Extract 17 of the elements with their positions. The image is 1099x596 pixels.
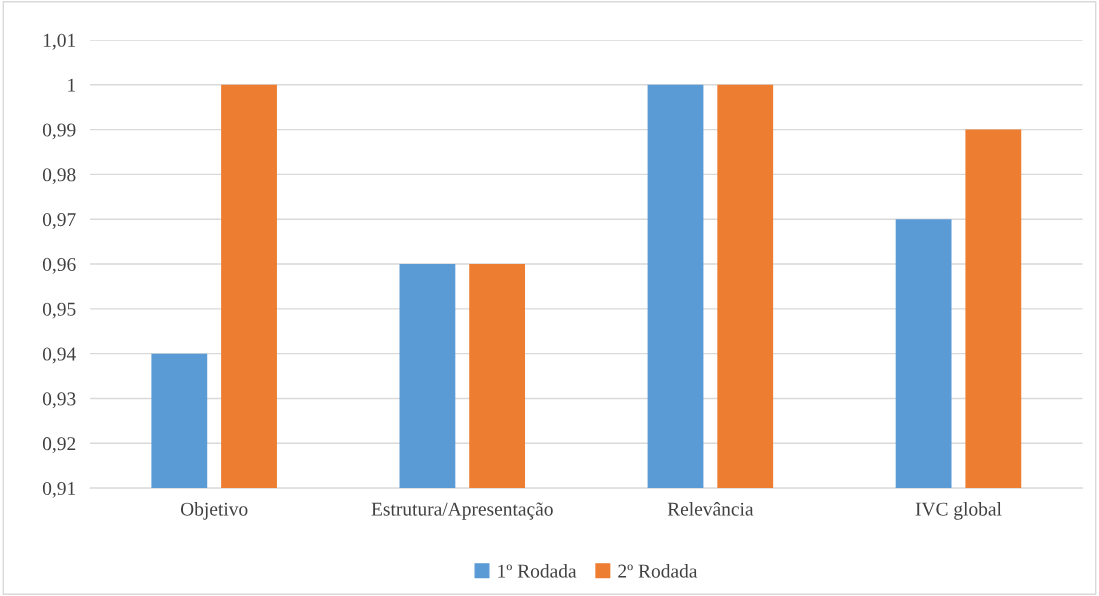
legend-label: 2º Rodada xyxy=(618,564,698,578)
y-tick-label: 0,93 xyxy=(42,392,76,409)
y-tick-label: 0,97 xyxy=(42,213,76,229)
y-tick-label: 0,92 xyxy=(42,437,76,454)
y-tick-label: 0,96 xyxy=(42,257,76,274)
x-tick-label: Estrutura/Apresentação xyxy=(371,502,553,520)
y-tick-label: 1 xyxy=(68,78,76,92)
y-tick-label: 0,99 xyxy=(42,123,76,140)
y-tick-label: 0,98 xyxy=(42,168,76,185)
x-tick-label: Objetivo xyxy=(180,502,248,520)
x-tick-label: Relevância xyxy=(667,501,754,516)
x-tick-label: IVC global xyxy=(915,502,1002,520)
y-tick-label: 0,91 xyxy=(42,481,76,498)
legend-label: 1º Rodada xyxy=(498,564,577,578)
y-tick-label: 0,95 xyxy=(42,302,76,319)
y-tick-label: 1,01 xyxy=(43,33,76,50)
y-tick-label: 0,94 xyxy=(42,347,76,364)
